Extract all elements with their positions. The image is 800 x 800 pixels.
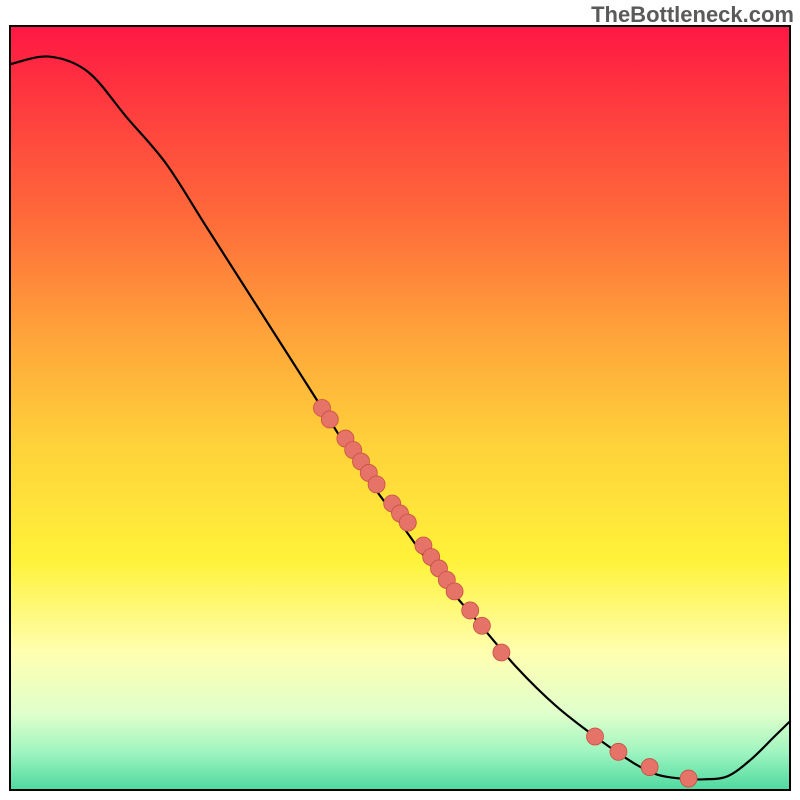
data-point-marker bbox=[493, 644, 510, 661]
data-point-marker bbox=[587, 728, 604, 745]
data-point-marker bbox=[462, 602, 479, 619]
data-point-marker bbox=[446, 583, 463, 600]
data-point-marker bbox=[680, 770, 697, 787]
watermark-label: TheBottleneck.com bbox=[591, 2, 794, 28]
bottleneck-chart: TheBottleneck.com bbox=[0, 0, 800, 800]
data-point-marker bbox=[399, 514, 416, 531]
data-point-marker bbox=[473, 617, 490, 634]
data-point-marker bbox=[321, 411, 338, 428]
data-point-marker bbox=[610, 743, 627, 760]
data-point-marker bbox=[368, 476, 385, 493]
chart-background bbox=[10, 26, 790, 790]
data-point-marker bbox=[641, 759, 658, 776]
chart-svg bbox=[0, 0, 800, 800]
